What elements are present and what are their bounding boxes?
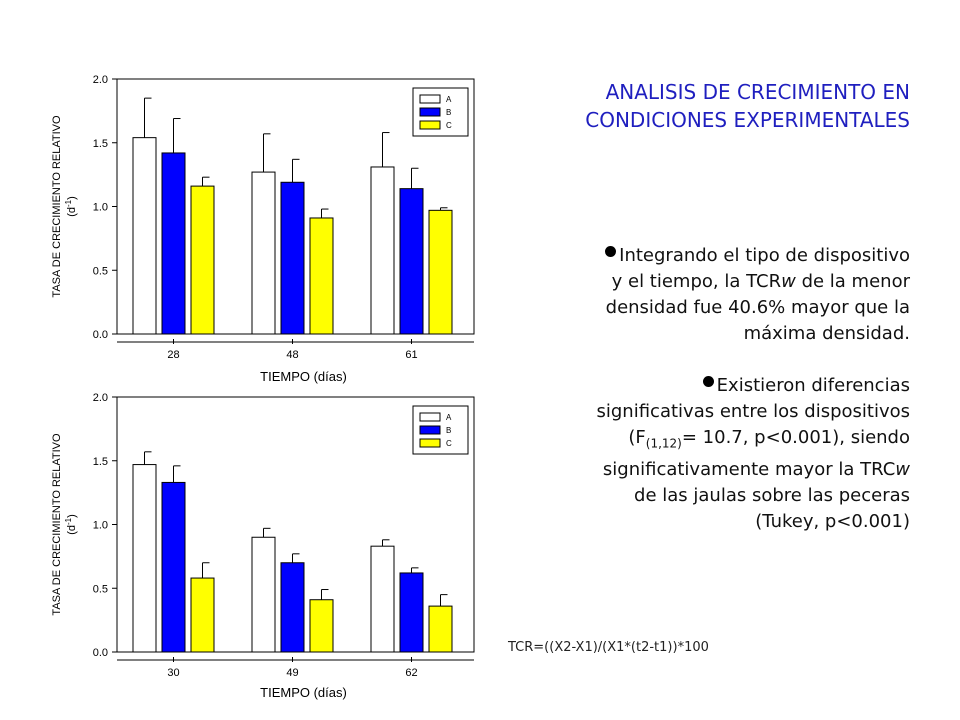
bar-a-61 [370, 166, 395, 335]
x-tick-label: 62 [405, 667, 417, 679]
y-unit-sup: -1 [64, 199, 73, 207]
bullet2-line2: significativas entre los dispositivos [596, 401, 911, 422]
bar-a-48 [251, 171, 276, 335]
bar-c-49 [309, 599, 334, 653]
bar-a-49 [251, 536, 276, 653]
y-tick-label: 0.0 [93, 647, 108, 659]
y-unit-close: ) [66, 514, 78, 518]
title-line-2: CONDICIONES EXPERIMENTALES [585, 108, 910, 132]
bullet-1: Integrando el tipo de dispositivo y el t… [500, 243, 910, 347]
bullet2-line6: (Tukey, p<0.001) [755, 510, 910, 532]
bar-a-62 [370, 545, 395, 653]
bar-b-28 [161, 152, 186, 335]
y-unit-sup: -1 [64, 517, 73, 525]
bullet-dot-icon [605, 246, 617, 257]
bullet2-line3: = 10.7, p<0.001), siendo [681, 427, 910, 448]
bar-c-61 [428, 209, 453, 335]
bullet-2: Existieron diferencias significativas en… [500, 373, 911, 535]
y-axis-label: TASA DE CRECIMIENTO RELATIVO [51, 115, 63, 298]
legend-label-a: A [446, 95, 452, 104]
bullet2-line5: de las jaulas sobre las peceras [634, 484, 910, 506]
y-tick-label: 1.0 [93, 202, 108, 214]
bar-b-49 [280, 562, 305, 653]
bar-a-30 [132, 464, 157, 653]
bullet1-line2b: de la menor [795, 271, 910, 292]
x-tick-label: 28 [167, 349, 179, 361]
y-tick-label: 1.0 [93, 520, 108, 532]
legend-label-b: B [446, 426, 451, 435]
bullet-list: Integrando el tipo de dispositivo y el t… [500, 243, 911, 561]
bullet2-italic-w: w [895, 458, 910, 480]
bullet-dot-icon [702, 376, 714, 387]
legend-label-c: C [446, 439, 452, 448]
y-tick-label: 2.0 [93, 392, 108, 404]
bar-b-62 [399, 572, 424, 653]
bar-b-61 [399, 188, 424, 335]
y-unit-base: (d [66, 207, 78, 217]
bar-c-48 [309, 217, 334, 335]
bullet2-f-sub: (1,12) [645, 436, 682, 451]
x-axis-label: TIEMPO (días) [260, 369, 347, 384]
bar-c-30 [190, 577, 215, 653]
bullet1-line3: densidad fue 40.6% mayor que la [605, 297, 910, 318]
legend-swatch-a [419, 94, 441, 104]
bullet2-f: (F [628, 427, 646, 448]
legend-swatch-a [419, 412, 441, 422]
bullet1-italic-w: w [781, 271, 796, 292]
y-axis-unit: (d-1) [64, 196, 79, 217]
y-tick-label: 0.5 [93, 583, 108, 595]
bullet1-line4: máxima densidad. [743, 323, 910, 344]
slide-title: ANALISIS DE CRECIMIENTO EN CONDICIONES E… [500, 78, 910, 134]
y-tick-label: 1.5 [93, 456, 108, 468]
y-tick-label: 2.0 [93, 74, 108, 86]
bar-b-30 [161, 481, 186, 653]
bar-c-62 [428, 605, 453, 653]
y-tick-label: 1.5 [93, 138, 108, 150]
legend-label-a: A [446, 413, 452, 422]
bullet1-line2a: y el tiempo, la TCR [611, 271, 782, 292]
legend-label-c: C [446, 121, 452, 130]
y-axis-unit: (d-1) [64, 514, 79, 535]
x-tick-label: 61 [405, 349, 417, 361]
y-unit-close: ) [66, 196, 78, 200]
x-tick-label: 30 [167, 667, 179, 679]
legend-swatch-c [419, 438, 441, 448]
bullet2-line1: Existieron diferencias [716, 375, 910, 396]
legend-swatch-b [419, 107, 441, 117]
legend-swatch-c [419, 120, 441, 130]
legend-swatch-b [419, 425, 441, 435]
bullet2-line4: significativamente mayor la TRC [602, 458, 896, 480]
bar-c-28 [190, 185, 215, 335]
x-axis-label: TIEMPO (días) [260, 685, 347, 700]
formula-text: TCR=((X2-X1)/(X1*(t2-t1))*100 [508, 640, 709, 655]
x-tick-label: 49 [286, 667, 298, 679]
y-axis-label: TASA DE CRECIMIENTO RELATIVO [51, 433, 63, 616]
x-tick-label: 48 [286, 349, 298, 361]
y-unit-base: (d [66, 525, 78, 535]
bar-b-48 [280, 181, 305, 335]
legend-label-b: B [446, 108, 451, 117]
y-tick-label: 0.5 [93, 265, 108, 277]
bar-a-28 [132, 137, 157, 335]
bullet1-line1: Integrando el tipo de dispositivo [619, 245, 910, 266]
charts-canvas: 0.0 0.5 1.0 1.5 2.0 28 48 61 TIEMPO (días) TASA D… [51, 74, 475, 700]
y-tick-label: 0.0 [93, 329, 108, 341]
title-line-1: ANALISIS DE CRECIMIENTO EN [605, 80, 910, 104]
